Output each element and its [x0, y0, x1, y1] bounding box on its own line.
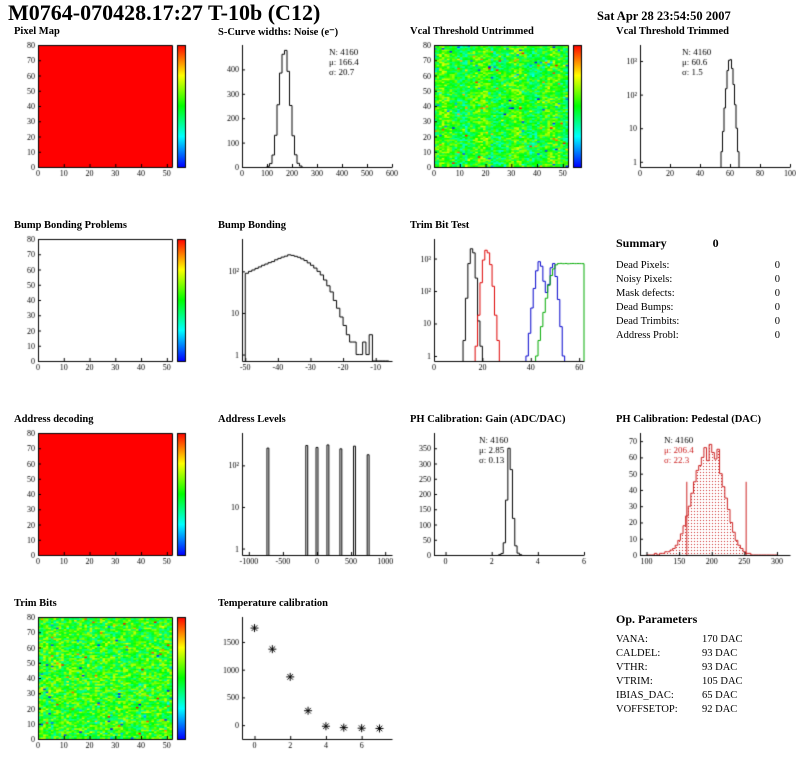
- bump-bonding-plot: Bump Bonding: [212, 220, 404, 375]
- summary-row: Mask defects: 0: [616, 287, 780, 301]
- vcal-trimmed-plot: Vcal Threshold Trimmed: [610, 26, 796, 181]
- report-date: Sat Apr 28 23:54:50 2007: [597, 9, 731, 23]
- param-label: IBIAS_DAC:: [616, 690, 674, 701]
- page-title: M0764-070428.17:27 T-10b (C12): [8, 0, 321, 25]
- param-label: VANA:: [616, 634, 648, 645]
- param-label: VOFFSETOP:: [616, 704, 678, 715]
- trim-bit-test-plot: Trim Bit Test: [404, 220, 596, 375]
- param-row: VTHR: 93 DAC: [616, 661, 780, 675]
- summary-row-value: 0: [774, 302, 780, 313]
- ph-gain-plot: PH Calibration: Gain (ADC/DAC): [404, 414, 596, 569]
- summary-row-label: Mask defects:: [616, 288, 675, 299]
- param-row: VANA: 170 DAC: [616, 633, 780, 647]
- address-levels-plot: Address Levels: [212, 414, 404, 569]
- plot-title: Temperature calibration: [218, 598, 328, 609]
- plot-title: Vcal Threshold Untrimmed: [410, 26, 534, 37]
- plot-title: Address decoding: [14, 414, 94, 425]
- scurve-noise-canvas: [212, 39, 402, 181]
- temperature-calibration-canvas: [212, 611, 402, 753]
- param-value: 93 DAC: [702, 662, 738, 673]
- address-decoding-canvas: [8, 427, 198, 569]
- plot-title: Pixel Map: [14, 26, 60, 37]
- bump-bonding-canvas: [212, 233, 402, 375]
- vcal-untrimmed-canvas: [404, 39, 594, 181]
- param-label: CALDEL:: [616, 648, 661, 659]
- param-label: VTRIM:: [616, 676, 653, 687]
- scurve-noise-plot: S-Curve widths: Noise (e⁻): [212, 26, 404, 181]
- param-value: 92 DAC: [702, 704, 738, 715]
- summary-row-value: 0: [774, 260, 780, 271]
- param-value: 170 DAC: [702, 634, 743, 645]
- param-value: 93 DAC: [702, 648, 738, 659]
- summary-row-label: Noisy Pixels:: [616, 274, 673, 285]
- vcal-trimmed-canvas: [610, 39, 796, 181]
- plot-title: Vcal Threshold Trimmed: [616, 26, 729, 37]
- vcal-untrimmed-plot: Vcal Threshold Untrimmed: [404, 26, 596, 181]
- summary-row: Noisy Pixels: 0: [616, 273, 780, 287]
- bump-problems-canvas: [8, 233, 198, 375]
- pixel-map-canvas: [8, 39, 198, 181]
- ph-gain-canvas: [404, 427, 594, 569]
- param-row: CALDEL: 93 DAC: [616, 647, 780, 661]
- summary-row: Address Probl: 0: [616, 329, 780, 343]
- summary-row-value: 0: [774, 274, 780, 285]
- param-label: VTHR:: [616, 662, 648, 673]
- plot-title: Trim Bits: [14, 598, 57, 609]
- summary-row-value: 0: [774, 316, 780, 327]
- trim-bits-canvas: [8, 611, 198, 753]
- summary-row-value: 0: [774, 288, 780, 299]
- op-parameters-block: Op. Parameters VANA: 170 DAC CALDEL: 93 …: [616, 612, 780, 717]
- plot-title: S-Curve widths: Noise (e⁻): [218, 27, 339, 38]
- plot-title: Trim Bit Test: [410, 220, 470, 231]
- address-levels-canvas: [212, 427, 402, 569]
- param-row: IBIAS_DAC: 65 DAC: [616, 689, 780, 703]
- summary-block: Summary 0 Dead Pixels: 0 Noisy Pixels: 0…: [616, 236, 780, 343]
- param-row: VOFFSETOP: 92 DAC: [616, 703, 780, 717]
- summary-row-label: Dead Trimbits:: [616, 316, 680, 327]
- summary-row-label: Dead Pixels:: [616, 260, 670, 271]
- trim-bit-test-canvas: [404, 233, 594, 375]
- address-decoding-plot: Address decoding: [8, 414, 200, 569]
- plot-title: PH Calibration: Gain (ADC/DAC): [410, 414, 566, 425]
- summary-total: 0: [712, 236, 719, 250]
- param-value: 65 DAC: [702, 690, 738, 701]
- ph-pedestal-plot: PH Calibration: Pedestal (DAC): [610, 414, 796, 569]
- plot-title: PH Calibration: Pedestal (DAC): [616, 414, 761, 425]
- param-row: VTRIM: 105 DAC: [616, 675, 780, 689]
- summary-title-row: Summary 0: [616, 236, 780, 251]
- summary-row: Dead Trimbits: 0: [616, 315, 780, 329]
- summary-title: Summary: [616, 236, 667, 250]
- summary-row: Dead Pixels: 0: [616, 259, 780, 273]
- op-parameters-title: Op. Parameters: [616, 612, 698, 626]
- plot-title: Bump Bonding Problems: [14, 220, 128, 231]
- summary-row-label: Dead Bumps:: [616, 302, 674, 313]
- bump-problems-plot: Bump Bonding Problems: [8, 220, 200, 375]
- param-value: 105 DAC: [702, 676, 743, 687]
- pixel-map-plot: Pixel Map: [8, 26, 200, 181]
- summary-row-label: Address Probl:: [616, 330, 679, 341]
- trim-bits-plot: Trim Bits: [8, 598, 200, 753]
- temperature-calibration-plot: Temperature calibration: [212, 598, 404, 753]
- summary-row: Dead Bumps: 0: [616, 301, 780, 315]
- summary-row-value: 0: [774, 330, 780, 341]
- ph-pedestal-canvas: [610, 427, 796, 569]
- plot-title: Bump Bonding: [218, 220, 286, 231]
- plot-title: Address Levels: [218, 414, 286, 425]
